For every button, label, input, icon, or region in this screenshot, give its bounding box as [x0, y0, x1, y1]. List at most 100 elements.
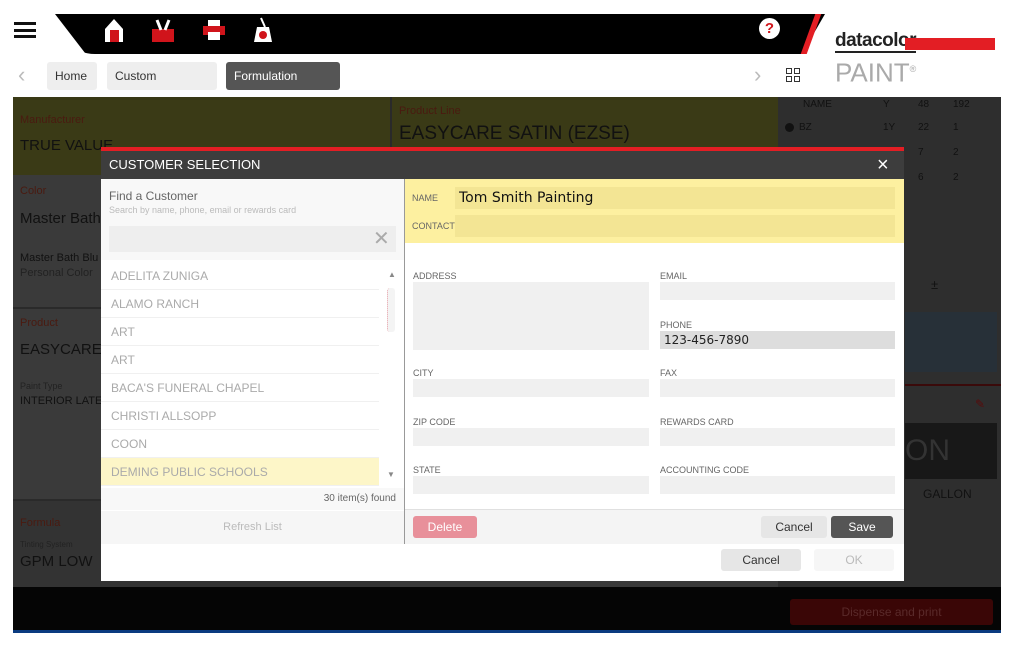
tabs-scroll-right[interactable]: › [754, 62, 762, 87]
list-item[interactable]: ADELITA ZUNIGA [101, 262, 379, 290]
home-icon[interactable] [104, 18, 124, 42]
unit-label: GALLON [923, 487, 972, 501]
cell: 2 [953, 147, 959, 158]
form-footer: Delete Cancel Save [405, 509, 904, 544]
email-label: EMAIL [660, 271, 688, 281]
paint-type-label: Paint Type [20, 381, 63, 391]
name-label: NAME [412, 193, 439, 203]
clear-search-icon[interactable]: ✕ [373, 228, 390, 250]
logo-brand: datacolor [835, 30, 917, 53]
col-header: 192 [953, 99, 970, 110]
dispense-print-button[interactable]: Dispense and print [790, 599, 993, 625]
product-value: EASYCARE S [20, 341, 116, 358]
state-label: STATE [413, 465, 441, 475]
list-item[interactable]: CHRISTI ALLSOPP [101, 402, 379, 430]
printer-icon[interactable] [203, 20, 225, 40]
product-line-value: EASYCARE SATIN (EZSE) [399, 123, 630, 144]
phone-field[interactable] [660, 331, 895, 349]
close-icon[interactable]: × [877, 154, 889, 176]
zip-field[interactable] [413, 428, 649, 446]
logo-bar [905, 38, 995, 50]
color-label: Color [20, 185, 47, 197]
cancel-edit-button[interactable]: Cancel [761, 516, 827, 538]
cell: 7 [918, 147, 924, 158]
address-field[interactable] [413, 282, 649, 350]
dialog-header: CUSTOMER SELECTION [101, 151, 904, 179]
tab-home[interactable]: Home [47, 62, 97, 90]
color-name: Master Bath Blu [20, 252, 99, 264]
edit-icon[interactable]: ✎ [975, 397, 986, 411]
col-header: Y [883, 99, 890, 110]
toolbox-icon[interactable] [151, 18, 175, 42]
paint-type-value: INTERIOR LATEX [20, 395, 110, 407]
customer-name-section: NAME CONTACT [405, 179, 904, 243]
zip-label: ZIP CODE [413, 417, 456, 427]
find-customer-panel: Find a Customer Search by name, phone, e… [101, 179, 404, 260]
cell: BZ [799, 122, 812, 133]
save-button[interactable]: Save [831, 516, 893, 538]
scroll-thumb[interactable] [387, 288, 395, 332]
tab-custom-match[interactable]: Custom Match× [107, 62, 217, 111]
fax-field[interactable] [660, 379, 895, 397]
item-count: 30 item(s) found [101, 488, 404, 510]
list-item[interactable]: ART [101, 318, 379, 346]
cell: 2 [953, 172, 959, 183]
scroll-down-icon[interactable]: ▼ [387, 470, 395, 479]
search-input[interactable] [109, 226, 396, 252]
customer-selection-dialog: CUSTOMER SELECTION × Find a Customer Sea… [101, 147, 904, 581]
logo: datacolor PAINT® [835, 30, 1000, 88]
menu-button[interactable] [14, 22, 36, 38]
list-item[interactable]: BACA'S FUNERAL CHAPEL [101, 374, 379, 402]
city-label: CITY [413, 368, 434, 378]
paint-can-icon[interactable] [253, 17, 273, 43]
contact-label: CONTACT [412, 221, 455, 231]
manufacturer-label: Manufacturer [20, 114, 85, 126]
product-label: Product [20, 317, 58, 329]
help-icon[interactable]: ? [759, 18, 780, 39]
col-header: 48 [918, 99, 930, 110]
tinting-value: GPM LOW [20, 553, 93, 570]
cell: 1Y [883, 122, 896, 133]
fax-label: FAX [660, 368, 678, 378]
rewards-card-field[interactable] [660, 428, 895, 446]
ok-button[interactable]: OK [814, 549, 894, 571]
cell: 22 [918, 122, 930, 133]
accounting-label: ACCOUNTING CODE [660, 465, 750, 475]
color-type: Personal Color [20, 267, 93, 279]
scroll-up-icon[interactable]: ▲ [388, 270, 396, 279]
tab-formulation[interactable]: Formulation (1)× [226, 62, 340, 111]
find-title: Find a Customer [109, 189, 198, 203]
cell: 1 [953, 122, 959, 133]
list-item-selected[interactable]: DEMING PUBLIC SCHOOLS [101, 458, 379, 486]
list-scrollbar[interactable]: ▲ ▼ [385, 262, 399, 488]
col-header: NAME [803, 99, 832, 110]
email-field[interactable] [660, 282, 895, 300]
logo-product: PAINT® [835, 57, 917, 88]
list-item[interactable]: ART [101, 346, 379, 374]
customer-list: ADELITA ZUNIGA ALAMO RANCH ART ART BACA'… [101, 262, 404, 488]
list-item[interactable]: COON [101, 430, 379, 458]
delete-button[interactable]: Delete [413, 516, 477, 538]
cancel-button[interactable]: Cancel [721, 549, 801, 571]
tinting-label: Tinting System [20, 540, 73, 549]
list-item[interactable]: ALAMO RANCH [101, 290, 379, 318]
toolbar [55, 14, 825, 54]
tabs-scroll-left[interactable]: ‹ [18, 62, 26, 87]
rewards-label: REWARDS CARD [660, 417, 734, 427]
find-hint: Search by name, phone, email or rewards … [109, 205, 297, 215]
colorant-dot [785, 123, 794, 132]
formula-label: Formula [20, 517, 61, 529]
refresh-list-button[interactable]: Refresh List [101, 511, 404, 544]
state-field[interactable] [413, 476, 649, 494]
contact-field[interactable] [455, 215, 895, 237]
dialog-title: CUSTOMER SELECTION [109, 157, 261, 172]
manufacturer-value: TRUE VALUE [20, 137, 114, 154]
cell: 6 [918, 172, 924, 183]
address-label: ADDRESS [413, 271, 457, 281]
city-field[interactable] [413, 379, 649, 397]
name-field[interactable] [455, 187, 895, 209]
plusminus-button[interactable]: ± [931, 277, 939, 292]
color-value: Master Bath [20, 210, 101, 227]
grid-icon[interactable] [786, 68, 800, 82]
accounting-code-field[interactable] [660, 476, 895, 494]
